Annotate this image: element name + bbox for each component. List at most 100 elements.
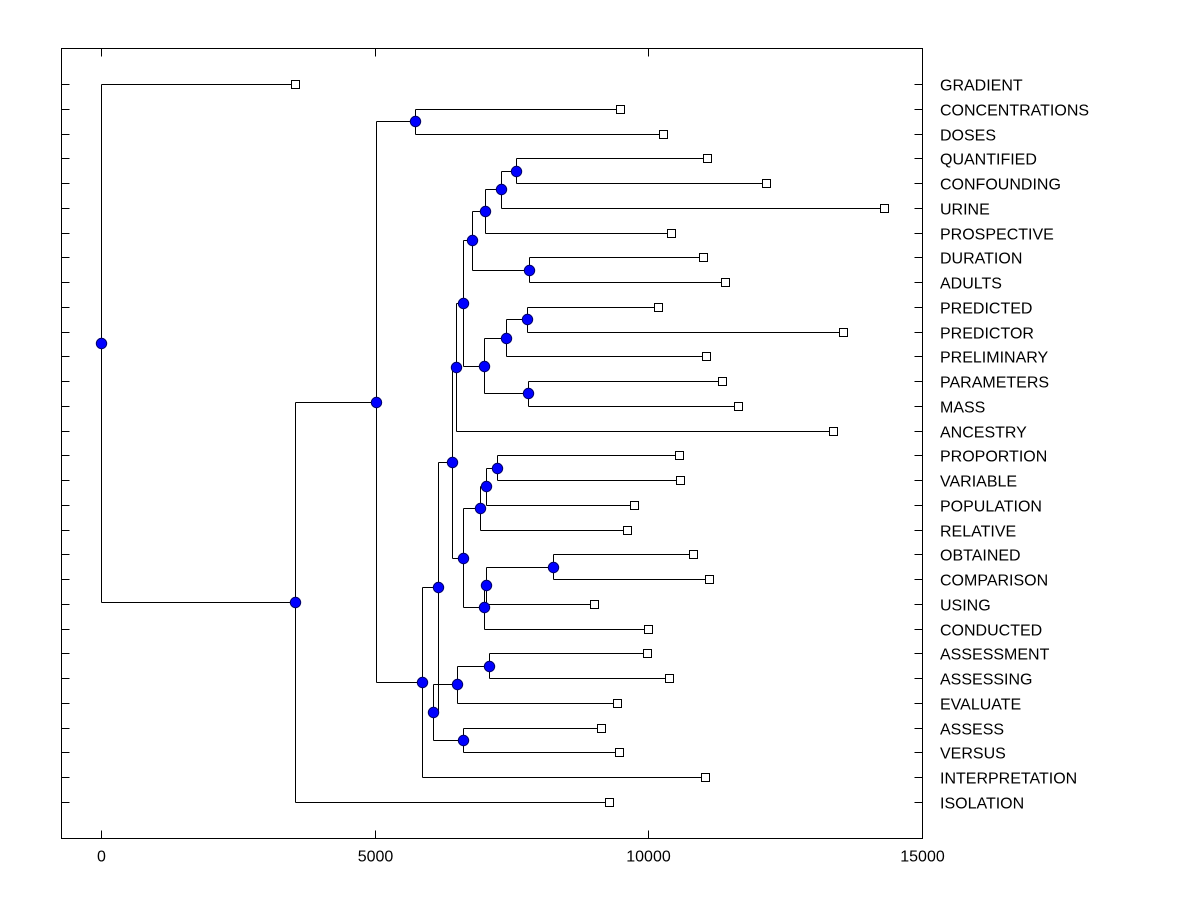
node-marker [500, 332, 513, 345]
x-axis-tick-labels: 0 5000 10000 15000 [97, 849, 945, 866]
node-marker [427, 706, 440, 719]
leaf-marker [734, 402, 743, 411]
leaf-label: DOSES [940, 128, 996, 145]
node-marker [510, 165, 523, 178]
leaf-marker [689, 550, 698, 559]
leaf-label: MASS [940, 400, 985, 417]
leaf-label: CONFOUNDING [940, 177, 1061, 194]
node-marker [478, 360, 491, 373]
node-marker [474, 502, 487, 515]
leaf-label: PROSPECTIVE [940, 227, 1054, 244]
node-marker [95, 337, 108, 350]
leaf-marker [721, 278, 730, 287]
node-markers [95, 115, 560, 747]
leaf-marker [880, 204, 889, 213]
x-tick-label: 10000 [626, 849, 671, 866]
node-marker [457, 297, 470, 310]
leaf-marker [829, 427, 838, 436]
node-marker [457, 734, 470, 747]
leaf-label: QUANTIFIED [940, 152, 1037, 169]
x-tick-label: 15000 [900, 849, 945, 866]
leaf-marker [291, 80, 300, 89]
node-marker [466, 234, 479, 247]
leaf-label: VERSUS [940, 746, 1006, 763]
node-marker [521, 313, 534, 326]
leaf-marker [659, 130, 668, 139]
leaf-marker [616, 105, 625, 114]
leaf-label: POPULATION [940, 499, 1042, 516]
leaf-label: URINE [940, 202, 990, 219]
x-tick-label: 5000 [358, 849, 394, 866]
leaf-marker [644, 625, 653, 634]
leaf-label: USING [940, 598, 991, 615]
leaf-marker [623, 526, 632, 535]
node-marker [432, 581, 445, 594]
leaf-marker [701, 773, 710, 782]
leaf-label: CONCENTRATIONS [940, 103, 1089, 120]
leaf-label: RELATIVE [940, 524, 1016, 541]
node-marker [370, 396, 383, 409]
leaf-marker [702, 352, 711, 361]
leaf-label: ADULTS [940, 276, 1002, 293]
node-marker [483, 660, 496, 673]
leaf-marker [665, 674, 674, 683]
leaf-label: OBTAINED [940, 548, 1021, 565]
leaf-marker [630, 501, 639, 510]
leaf-label: DURATION [940, 251, 1022, 268]
leaf-labels: GRADIENT CONCENTRATIONS DOSES QUANTIFIED CON… [940, 78, 1089, 813]
node-marker [409, 115, 422, 128]
leaf-label: INTERPRETATION [940, 771, 1077, 788]
leaf-label: PREDICTOR [940, 326, 1034, 343]
node-marker [478, 601, 491, 614]
axis-ticks [61, 48, 923, 839]
leaf-label: EVALUATE [940, 697, 1021, 714]
x-tick-label: 0 [97, 849, 106, 866]
leaf-label: CONDUCTED [940, 623, 1042, 640]
node-marker [479, 205, 492, 218]
leaf-marker [705, 575, 714, 584]
node-marker [451, 678, 464, 691]
leaf-marker [613, 699, 622, 708]
node-marker [480, 480, 493, 493]
leaf-marker [699, 253, 708, 262]
leaf-marker [718, 377, 727, 386]
leaf-label: ISOLATION [940, 796, 1024, 813]
leaf-marker [676, 476, 685, 485]
node-marker [457, 552, 470, 565]
leaf-marker [615, 748, 624, 757]
leaf-label: ASSESSING [940, 672, 1032, 689]
leaf-marker [703, 154, 712, 163]
node-marker [547, 561, 560, 574]
leaf-label: PREDICTED [940, 301, 1032, 318]
leaf-marker [590, 600, 599, 609]
leaf-markers [291, 80, 889, 807]
leaf-marker [654, 303, 663, 312]
plot-frame [61, 48, 923, 839]
leaf-marker [675, 451, 684, 460]
leaf-marker [839, 328, 848, 337]
leaf-label: GRADIENT [940, 78, 1023, 95]
leaf-marker [762, 179, 771, 188]
node-marker [480, 579, 493, 592]
leaf-marker [605, 798, 614, 807]
leaf-label: PARAMETERS [940, 375, 1049, 392]
leaf-marker [667, 229, 676, 238]
leaf-label: PRELIMINARY [940, 350, 1049, 367]
node-marker [416, 676, 429, 689]
node-marker [522, 387, 535, 400]
leaf-label: ASSESS [940, 722, 1004, 739]
leaf-label: COMPARISON [940, 573, 1048, 590]
node-marker [446, 456, 459, 469]
node-marker [450, 361, 463, 374]
node-marker [289, 596, 302, 609]
node-marker [523, 264, 536, 277]
node-marker [495, 183, 508, 196]
leaf-label: ANCESTRY [940, 425, 1027, 442]
leaf-label: ASSESSMENT [940, 647, 1050, 664]
leaf-label: PROPORTION [940, 449, 1047, 466]
leaf-marker [597, 724, 606, 733]
node-marker [491, 462, 504, 475]
leaf-marker [643, 649, 652, 658]
leaf-label: VARIABLE [940, 474, 1017, 491]
